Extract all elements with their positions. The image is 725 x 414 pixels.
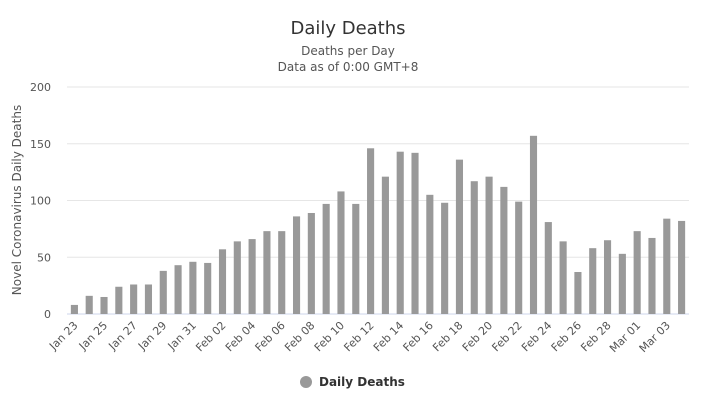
x-tick-label: Jan 29 — [135, 319, 169, 353]
bar-jan-25[interactable] — [100, 296, 108, 314]
bar-feb-14[interactable] — [396, 151, 404, 314]
y-tick-label: 100 — [30, 195, 51, 208]
bar-feb-29[interactable] — [618, 253, 626, 314]
bar-jan-31[interactable] — [189, 261, 197, 314]
x-tick-label: Feb 04 — [223, 319, 258, 354]
bar-mar-01[interactable] — [633, 231, 641, 314]
bar-feb-25[interactable] — [559, 241, 567, 314]
bar-feb-02[interactable] — [218, 249, 227, 314]
x-tick-label: Feb 06 — [253, 319, 288, 354]
bar-feb-07[interactable] — [292, 216, 301, 314]
bar-jan-27[interactable] — [130, 284, 138, 314]
bar-jan-24[interactable] — [85, 295, 93, 314]
bar-feb-09[interactable] — [322, 203, 330, 314]
bar-series — [70, 135, 686, 314]
bar-feb-12[interactable] — [367, 148, 375, 314]
bar-feb-20[interactable] — [485, 176, 493, 314]
y-tick-label: 200 — [30, 81, 51, 94]
bar-feb-13[interactable] — [381, 176, 389, 314]
x-tick-label: Jan 25 — [76, 319, 110, 353]
x-tick-label: Feb 10 — [312, 319, 347, 354]
bar-feb-18[interactable] — [455, 159, 464, 314]
x-tick-label: Feb 20 — [460, 319, 495, 354]
x-tick-label: Feb 16 — [401, 319, 436, 354]
x-tick-label: Feb 08 — [282, 319, 317, 354]
legend-label[interactable]: Daily Deaths — [319, 375, 405, 389]
bar-feb-21[interactable] — [500, 186, 508, 314]
legend[interactable]: Daily Deaths — [300, 375, 405, 389]
bar-feb-26[interactable] — [574, 272, 582, 314]
bar-mar-02[interactable] — [648, 237, 656, 314]
x-tick-label: Feb 14 — [371, 319, 406, 354]
grid-lines — [67, 86, 689, 315]
bar-jan-26[interactable] — [115, 286, 123, 314]
x-tick-label: Feb 12 — [341, 319, 376, 354]
x-tick-label: Feb 26 — [549, 319, 584, 354]
bar-feb-19[interactable] — [470, 181, 478, 314]
bar-feb-23[interactable] — [529, 135, 538, 314]
x-tick-label: Mar 01 — [607, 319, 643, 355]
y-axis-ticks: 0 50 100 150 200 — [30, 81, 51, 321]
bar-feb-24[interactable] — [544, 222, 552, 314]
bar-feb-28[interactable] — [603, 240, 612, 314]
y-axis-title: Novel Coronavirus Daily Deaths — [10, 105, 24, 295]
bar-feb-22[interactable] — [515, 201, 523, 314]
bar-feb-05[interactable] — [263, 231, 271, 314]
bar-feb-03[interactable] — [233, 241, 241, 314]
x-tick-label: Jan 31 — [165, 319, 199, 353]
bar-feb-04[interactable] — [248, 239, 256, 314]
chart-title: Daily Deaths — [290, 18, 405, 39]
bar-mar-04[interactable] — [678, 220, 686, 314]
x-tick-label: Feb 22 — [489, 319, 524, 354]
x-tick-label: Feb 18 — [430, 319, 465, 354]
bar-jan-28[interactable] — [144, 284, 153, 314]
bar-jan-23[interactable] — [70, 304, 78, 314]
x-tick-label: Feb 28 — [578, 319, 613, 354]
bar-feb-15[interactable] — [411, 152, 419, 314]
x-tick-label: Feb 02 — [193, 319, 228, 354]
bar-jan-29[interactable] — [159, 270, 167, 314]
bar-feb-06[interactable] — [278, 231, 286, 314]
x-tick-label: Jan 27 — [105, 319, 139, 353]
chart-subtitle: Deaths per Day — [301, 44, 395, 58]
y-tick-label: 0 — [44, 308, 51, 321]
bar-feb-01[interactable] — [204, 262, 212, 314]
x-tick-label: Jan 23 — [46, 319, 80, 353]
bar-feb-11[interactable] — [352, 203, 360, 314]
x-tick-label: Feb 24 — [519, 319, 554, 354]
chart-subtitle-date: Data as of 0:00 GMT+8 — [278, 60, 419, 74]
bar-feb-16[interactable] — [426, 194, 434, 314]
bar-feb-08[interactable] — [307, 212, 315, 314]
bar-feb-10[interactable] — [337, 191, 345, 314]
y-tick-label: 50 — [37, 251, 51, 264]
bar-mar-03[interactable] — [663, 218, 671, 314]
bar-feb-27[interactable] — [589, 248, 597, 314]
x-tick-label: Mar 03 — [637, 319, 673, 355]
y-tick-label: 150 — [30, 138, 51, 151]
bar-jan-30[interactable] — [174, 265, 182, 314]
legend-symbol — [300, 376, 312, 388]
bar-feb-17[interactable] — [441, 202, 449, 314]
